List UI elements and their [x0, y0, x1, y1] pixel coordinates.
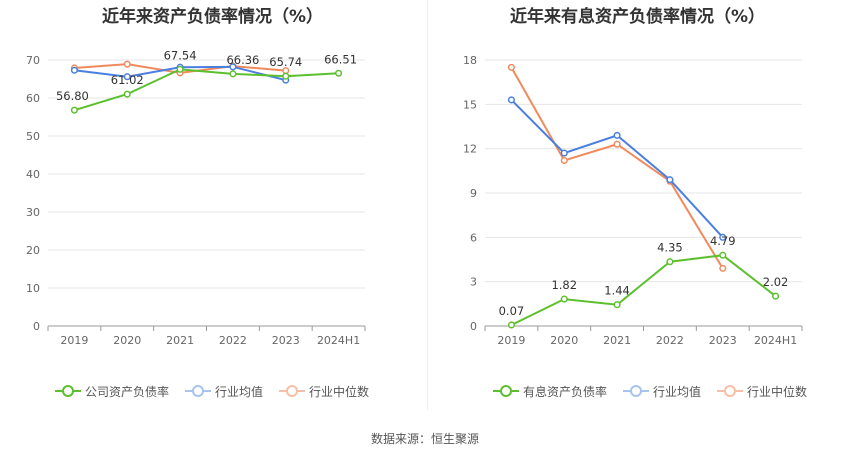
data-label: 66.36 [226, 53, 259, 67]
data-label: 67.54 [164, 48, 197, 62]
legend-item-avg[interactable]: 行业均值 [623, 382, 701, 400]
data-label: 0.07 [499, 304, 525, 318]
y-tick-label: 0 [33, 320, 40, 333]
interest-debt-ratio-legend: 有息资产负债率 行业均值 行业中位数 [493, 382, 807, 400]
data-label: 66.51 [324, 52, 357, 66]
y-tick-label: 50 [26, 130, 40, 143]
legend-item-median[interactable]: 行业中位数 [279, 382, 369, 400]
data-label: 56.80 [56, 89, 89, 103]
series-line-company [74, 68, 339, 112]
data-point-median[interactable] [613, 140, 621, 148]
y-tick-label: 18 [463, 54, 477, 67]
data-label: 4.79 [710, 234, 736, 248]
data-label: 1.82 [551, 278, 577, 292]
data-point-median[interactable] [719, 264, 727, 272]
data-point-company[interactable] [719, 251, 727, 259]
x-tick-label: 2024H1 [317, 334, 360, 347]
data-point-company[interactable] [70, 106, 78, 114]
x-tick-label: 2022 [656, 334, 684, 347]
data-source-note: 数据来源：恒生聚源 [370, 432, 479, 446]
data-point-median[interactable] [560, 156, 568, 165]
data-label: 1.44 [604, 284, 630, 298]
x-tick-label: 2019 [60, 334, 88, 347]
data-point-median[interactable] [507, 63, 515, 71]
data-point-company[interactable] [229, 70, 237, 78]
legend-median-marker-icon [717, 385, 744, 397]
legend-label: 行业中位数 [309, 384, 370, 399]
data-point-avg[interactable] [70, 66, 78, 74]
data-point-company[interactable] [176, 65, 184, 73]
legend-label: 公司资产负债率 [85, 384, 170, 399]
x-tick-label: 2023 [272, 334, 300, 347]
legend-avg-marker-icon [623, 385, 650, 397]
data-point-avg[interactable] [666, 176, 674, 184]
y-tick-label: 40 [26, 168, 40, 181]
y-tick-label: 0 [470, 320, 477, 333]
x-tick-label: 2022 [219, 334, 247, 347]
y-tick-label: 30 [26, 206, 40, 219]
x-tick-label: 2021 [603, 334, 631, 347]
data-label: 2.02 [763, 275, 789, 289]
legend-avg-marker-icon [185, 385, 212, 397]
legend-median-marker-icon [279, 385, 306, 397]
chart-title-interest-debt-ratio: 近年来有息资产负债率情况（%） [509, 7, 766, 27]
y-tick-label: 10 [26, 282, 40, 295]
data-point-company[interactable] [613, 301, 621, 309]
data-point-company[interactable] [282, 72, 290, 80]
legend-item-company[interactable]: 有息资产负债率 [493, 382, 607, 400]
y-tick-label: 12 [463, 143, 477, 156]
data-point-avg[interactable] [507, 96, 515, 104]
data-point-company[interactable] [772, 292, 780, 300]
chart-divider [427, 0, 428, 410]
data-point-company[interactable] [666, 258, 674, 266]
legend-label: 行业均值 [215, 384, 264, 399]
debt-ratio-legend: 公司资产负债率 行业均值 行业中位数 [55, 382, 369, 400]
x-tick-label: 2024H1 [754, 334, 797, 347]
y-tick-label: 60 [26, 92, 40, 105]
legend-company-marker-icon [55, 385, 81, 397]
data-point-avg[interactable] [123, 73, 131, 81]
legend-company-marker-icon [493, 385, 519, 397]
data-point-avg[interactable] [560, 149, 568, 157]
data-label: 4.35 [657, 241, 683, 255]
legend-item-company[interactable]: 公司资产负债率 [55, 382, 169, 400]
legend-label: 行业均值 [653, 384, 702, 399]
series-line-company [510, 254, 777, 326]
x-tick-label: 2020 [550, 334, 578, 347]
debt-ratio-chart: 0 10 20 30 40 50 60 70 2019 2020 2021 2022 2023 2024H… [26, 48, 366, 347]
data-point-avg[interactable] [229, 63, 237, 71]
legend-item-median[interactable]: 行业中位数 [717, 382, 807, 400]
data-point-avg[interactable] [719, 233, 727, 241]
x-tick-label: 2021 [166, 334, 194, 347]
x-tick-label: 2023 [709, 334, 737, 347]
data-point-avg[interactable] [613, 131, 621, 139]
series-line-median [510, 66, 724, 269]
x-tick-label: 2020 [113, 334, 141, 347]
y-tick-label: 20 [26, 244, 40, 257]
chart-title-debt-ratio: 近年来资产负债率情况（%） [101, 7, 324, 27]
data-point-company[interactable] [507, 321, 515, 329]
data-point-company[interactable] [560, 295, 568, 303]
y-tick-label: 6 [470, 231, 477, 244]
y-tick-label: 3 [470, 276, 477, 289]
y-tick-label: 70 [26, 54, 40, 67]
y-tick-label: 15 [463, 98, 477, 111]
data-point-company[interactable] [123, 90, 131, 98]
y-tick-label: 9 [470, 187, 477, 200]
data-label: 61.02 [111, 73, 144, 87]
legend-label: 行业中位数 [747, 384, 808, 399]
data-point-company[interactable] [335, 69, 343, 77]
data-label: 65.74 [269, 55, 302, 69]
legend-label: 有息资产负债率 [523, 384, 608, 399]
data-point-median[interactable] [123, 60, 131, 68]
legend-item-avg[interactable]: 行业均值 [185, 382, 263, 400]
x-tick-label: 2019 [497, 334, 525, 347]
interest-debt-ratio-chart: 0 3 6 9 12 15 18 2019 2020 2021 2022 2023 2024H1 0.07… [463, 54, 803, 347]
